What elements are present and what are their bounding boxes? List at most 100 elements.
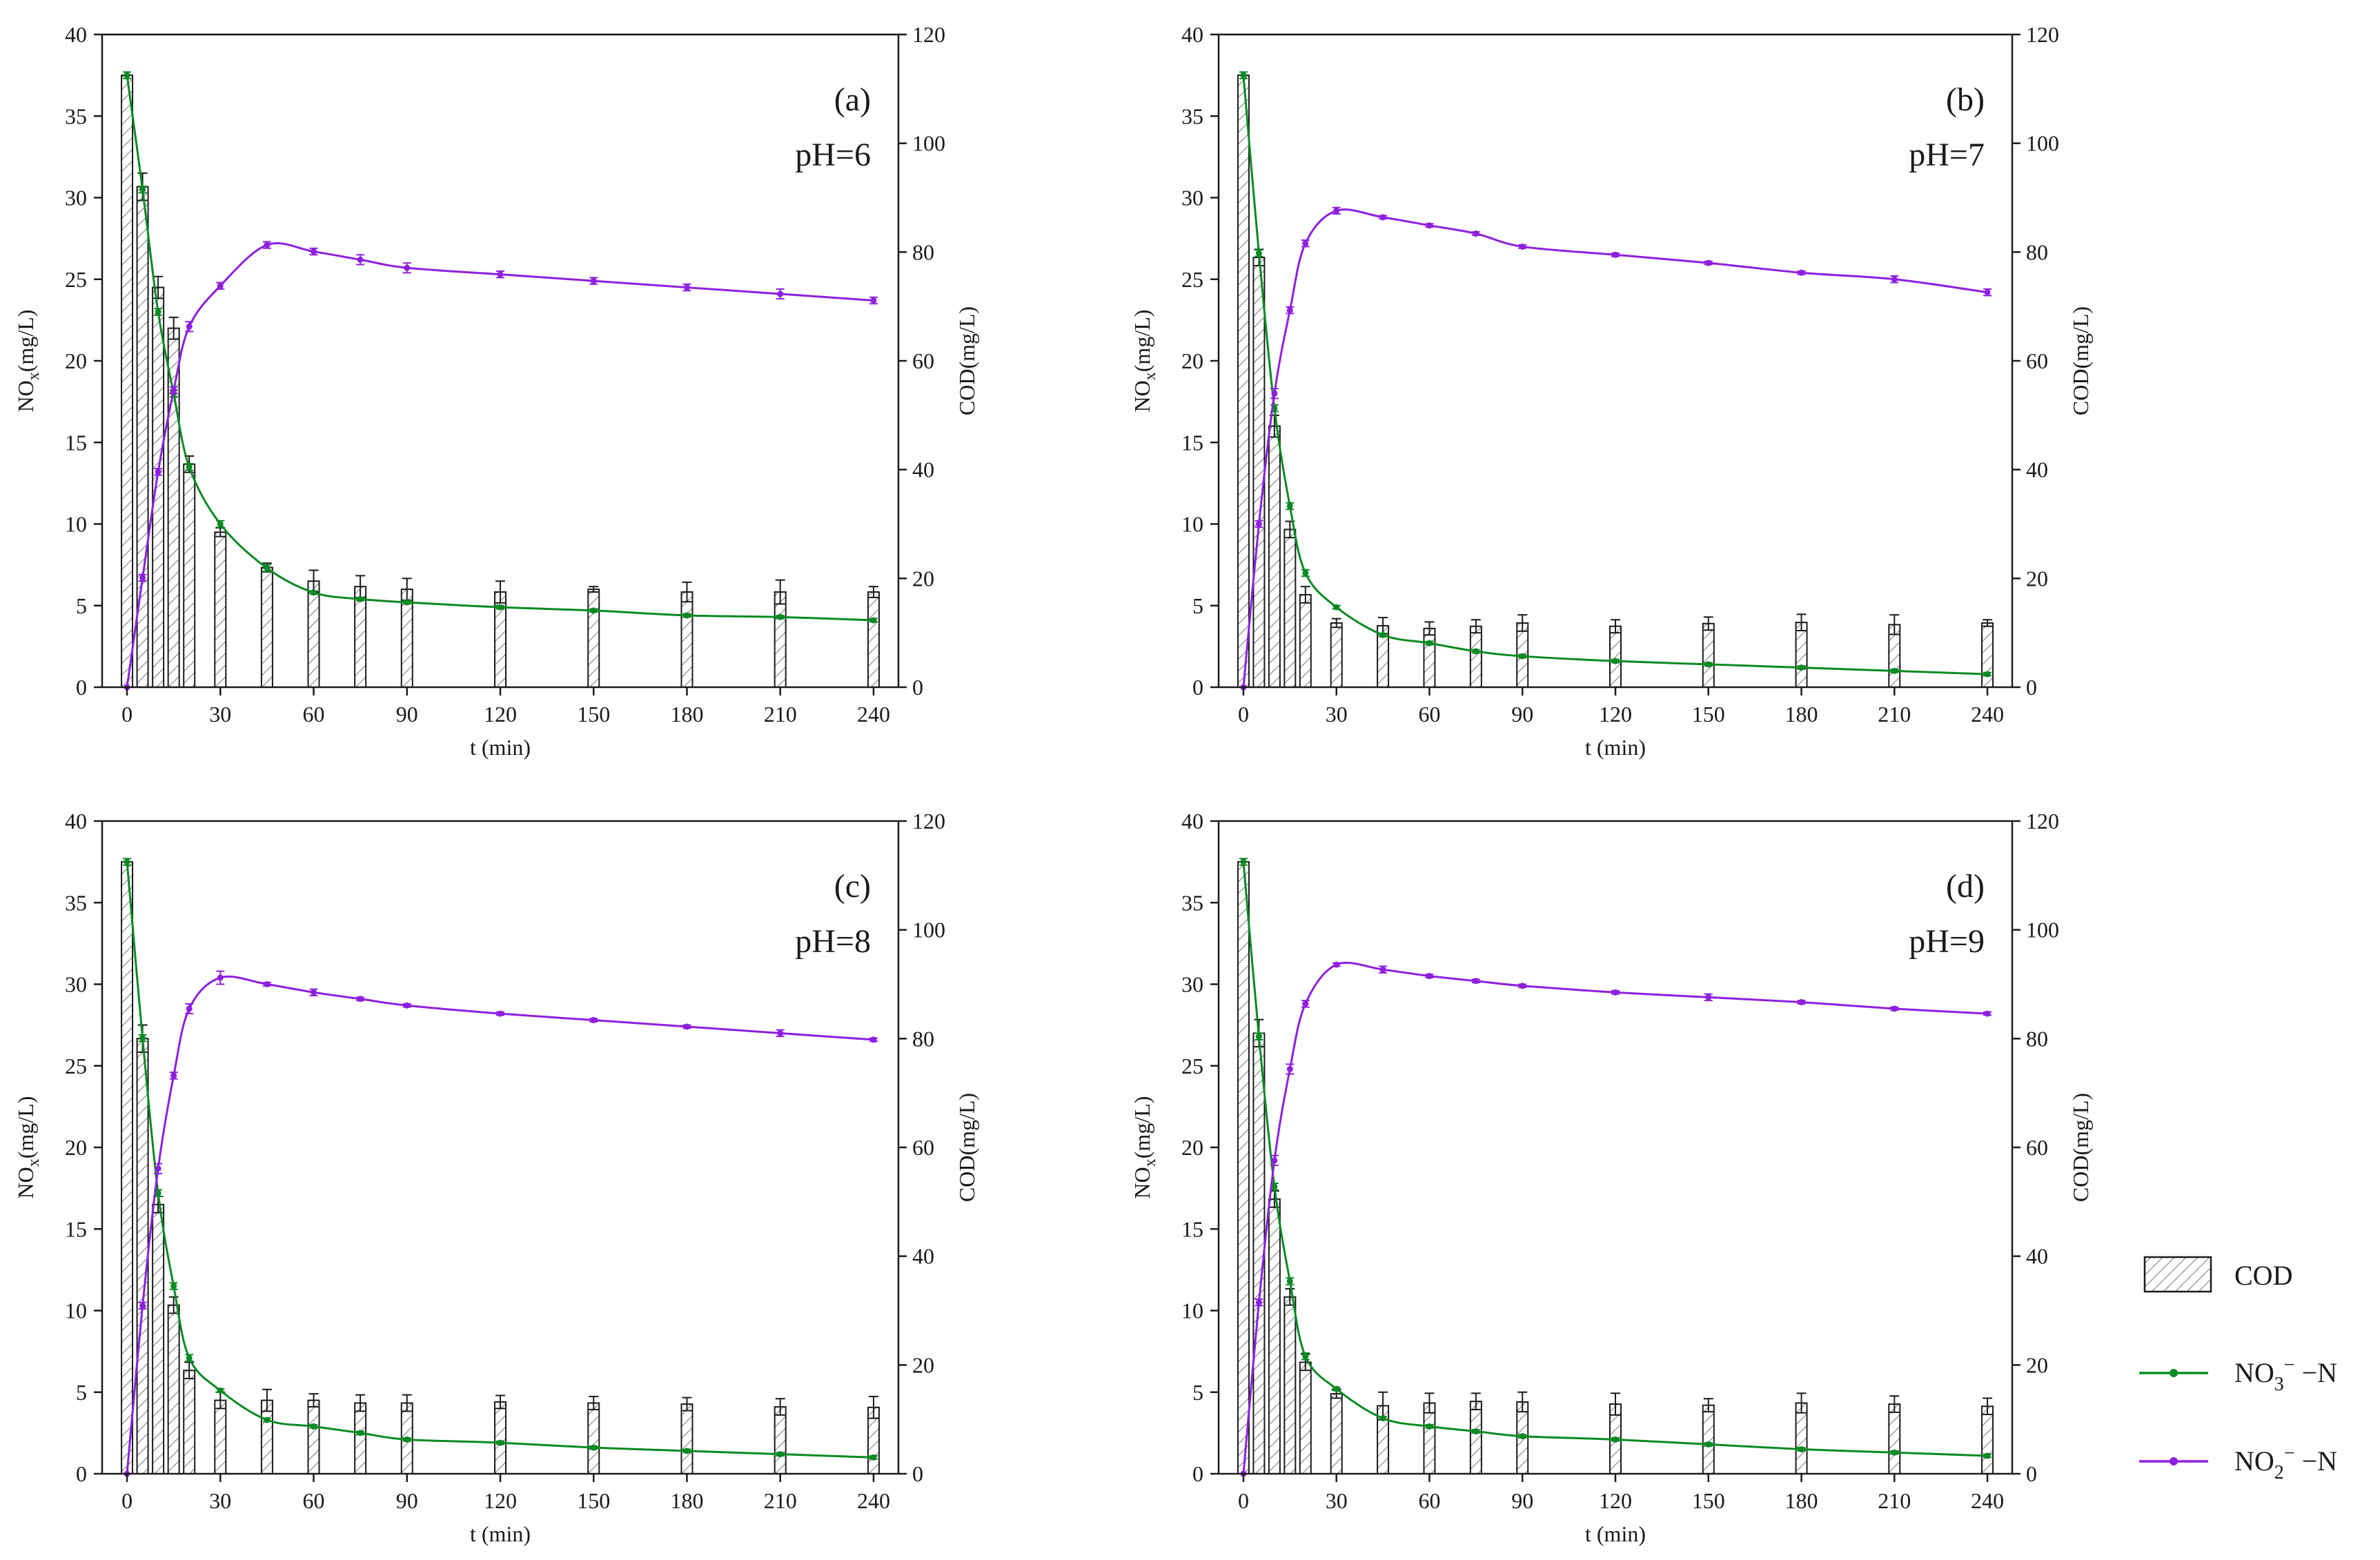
y-left-tick-label: 25 [65,1054,87,1078]
nitrite-point [170,387,177,394]
cod-bar [774,591,787,689]
cod-bar [1330,1393,1343,1474]
x-tick-label: 60 [1418,702,1440,727]
nitrite-point [155,468,161,475]
y-left-axis-title-unit: (mg/L) [1130,310,1154,373]
x-tick-label: 210 [1878,702,1911,727]
cod-bars [1237,861,1994,1475]
x-tick-label: 240 [857,1488,890,1513]
condition-label: pH=6 [795,137,871,173]
nitrate-point [1286,1278,1293,1285]
panel-label: (c) [834,868,871,905]
x-tick-label: 120 [1599,1488,1632,1513]
x-tick-label: 240 [1971,702,2004,727]
x-tick-label: 90 [396,702,418,727]
y-right-tick-label: 40 [2026,1244,2048,1269]
nitrite-point [217,282,224,289]
nitrate-point [311,589,317,596]
x-tick-label: 240 [857,702,890,727]
nitrate-point [1333,604,1340,611]
nitrate-series [123,71,878,624]
x-tick-label: 210 [764,1488,797,1513]
y-left-tick-label: 40 [65,22,87,47]
x-axis-title: t (min) [470,1521,531,1546]
nitrate-series [1239,71,1992,678]
y-left-tick-label: 0 [1192,1461,1203,1486]
nitrate-point [1519,1433,1526,1440]
condition-label: pH=8 [795,923,871,960]
cod-bar [494,1401,507,1474]
cod-bar [587,1402,600,1475]
cod-bars [121,75,880,689]
x-tick-label: 60 [1418,1488,1440,1513]
cod-bar [587,589,600,688]
cod-bars [121,861,880,1475]
cod-bar [867,591,880,689]
y-left-tick-label: 35 [65,890,87,915]
nitrite-point [186,1005,193,1012]
cod-bar [354,1402,367,1475]
y-left-tick-label: 35 [1181,890,1203,915]
y-right-tick-label: 120 [912,809,945,833]
nitrate-point [170,1283,177,1290]
nitrite-point [1612,989,1619,996]
nitrite-point [170,1072,177,1079]
nitrate-point [311,1423,317,1430]
nitrate-point [1705,661,1712,668]
nitrite-point [1333,207,1340,214]
nitrate-point [1426,1423,1433,1430]
nitrate-point [264,1416,271,1423]
nitrite-point [1286,307,1293,314]
nitrate-point [497,604,504,611]
cod-bar [307,1399,320,1474]
x-tick-label: 120 [484,702,517,727]
nitrate-point [1333,1385,1340,1392]
nitrate-point [683,612,690,619]
y-right-tick-label: 20 [912,1352,934,1377]
nitrate-point [1473,1428,1479,1435]
nitrite-point [683,284,690,291]
y-right-tick-label: 100 [912,131,945,156]
nitrate-point [1891,667,1898,674]
cod-bar [183,463,196,688]
plot-frame [1217,820,2014,1475]
nitrite-point [155,1165,161,1172]
x-tick-label: 180 [1785,1488,1818,1513]
y-left-axis-title-main: NO [1130,1167,1154,1198]
y-left-tick-label: 30 [65,186,87,210]
condition-label: pH=9 [1909,923,1985,960]
nitrate-point [1519,653,1526,660]
y-right-tick-label: 20 [2026,1352,2048,1377]
y-right-axis-title: COD(mg/L) [2068,1093,2093,1202]
y-right-tick-label: 100 [2026,131,2059,156]
y-left-tick-label: 15 [65,430,87,455]
nitrite-point [1271,1157,1278,1164]
nitrate-line [126,861,874,1459]
y-left-tick-label: 20 [65,348,87,373]
nitrite-point [1271,390,1278,397]
nitrite-point [1798,269,1805,276]
nitrate-point [1255,1033,1262,1040]
nitrate-point [1612,1436,1619,1443]
y-right-tick-label: 20 [2026,566,2048,591]
cod-bars [1237,75,1994,689]
y-right-tick-label: 0 [2026,675,2037,700]
x-tick-label: 30 [209,702,231,727]
nitrite-point [1426,222,1433,229]
nitrite-point [777,290,784,297]
nitrate-point [139,186,146,193]
cod-bar [774,1406,787,1475]
y-left-axis-title-main: NO [13,1167,38,1198]
nitrite-series [124,241,878,691]
y-left-tick-label: 40 [65,809,87,833]
x-tick-label: 180 [670,702,703,727]
x-tick-label: 60 [303,702,325,727]
cod-bar [183,1370,196,1475]
nitrate-point [777,613,784,620]
y-left-tick-label: 15 [65,1216,87,1241]
cod-bar [1299,593,1312,688]
nitrite-point [186,323,193,330]
y-left-axis-title: NOx(mg/L) [1130,310,1159,413]
nitrite-point [777,1029,784,1036]
y-left-tick-label: 0 [76,675,87,700]
